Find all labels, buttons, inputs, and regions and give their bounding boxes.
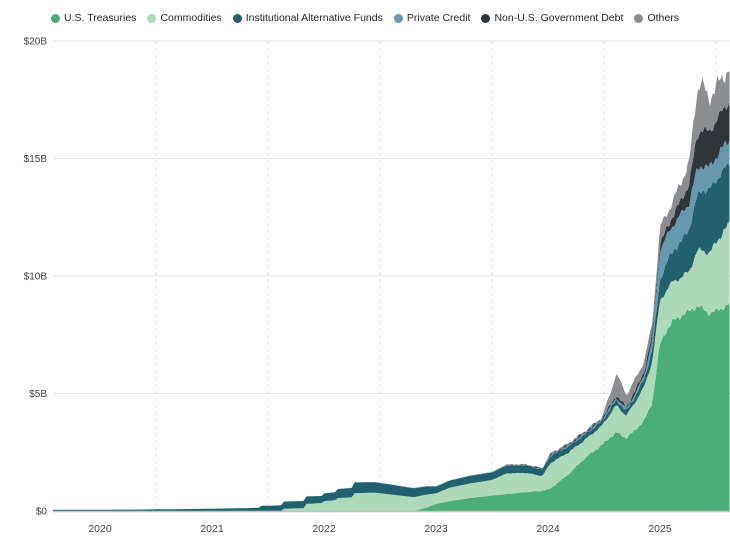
- x-axis-tick-label: 2024: [536, 523, 560, 535]
- legend-item-label: Institutional Alternative Funds: [245, 12, 383, 24]
- legend-item-label: Non-U.S. Government Debt: [494, 12, 624, 24]
- legend-dot-icon: [51, 13, 61, 23]
- legend-dot-icon: [481, 13, 491, 23]
- legend-item-commodities: Commodities: [147, 12, 222, 24]
- x-axis-tick-label: 2022: [312, 523, 336, 535]
- legend-item-others: Others: [634, 12, 679, 24]
- x-axis-tick-label: 2021: [200, 523, 224, 535]
- x-axis-tick-label: 2025: [648, 523, 672, 535]
- legend-item-u-s-treasuries: U.S. Treasuries: [51, 12, 136, 24]
- legend-dot-icon: [147, 13, 157, 23]
- legend-item-label: Commodities: [160, 12, 222, 24]
- legend-item-label: U.S. Treasuries: [64, 12, 137, 24]
- y-axis-tick-label: $10B: [24, 272, 48, 283]
- legend-item-institutional-alternative-funds: Institutional Alternative Funds: [232, 12, 383, 24]
- legend-dot-icon: [393, 13, 403, 23]
- y-axis-tick-label: $15B: [24, 154, 48, 165]
- chart-legend: U.S. Treasuries Commodities Institutional …: [0, 12, 730, 24]
- x-axis-tick-label: 2020: [88, 523, 112, 535]
- legend-item-label: Others: [647, 12, 679, 24]
- y-axis-tick-label: $20B: [24, 37, 48, 48]
- area-series-u-s-treasuries: [53, 303, 730, 511]
- legend-item-label: Private Credit: [406, 12, 471, 24]
- legend-item-private-credit: Private Credit: [393, 12, 471, 24]
- legend-item-non-u-s-government-debt: Non-U.S. Government Debt: [481, 12, 623, 24]
- y-axis-tick-label: $5B: [29, 389, 47, 400]
- x-axis-tick-label: 2023: [424, 523, 448, 535]
- legend-dot-icon: [634, 13, 644, 23]
- y-axis-tick-label: $0: [36, 507, 48, 518]
- legend-dot-icon: [232, 13, 242, 23]
